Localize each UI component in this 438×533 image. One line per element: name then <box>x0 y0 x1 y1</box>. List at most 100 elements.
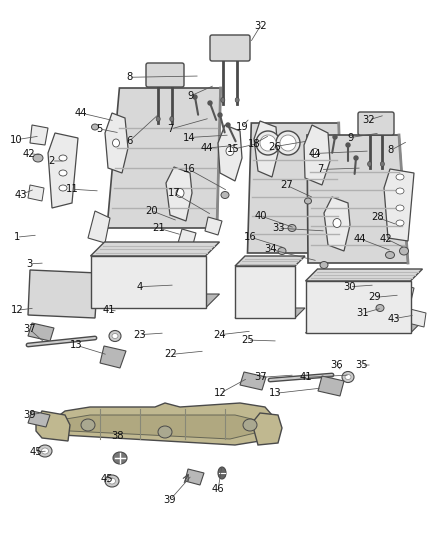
Polygon shape <box>394 284 414 305</box>
Ellipse shape <box>262 142 270 151</box>
Polygon shape <box>48 133 78 208</box>
Ellipse shape <box>311 149 319 157</box>
Ellipse shape <box>380 161 385 166</box>
Text: 5: 5 <box>97 124 103 134</box>
Text: 8: 8 <box>126 72 132 82</box>
Text: 41: 41 <box>300 373 312 382</box>
Ellipse shape <box>288 224 296 231</box>
Polygon shape <box>247 123 343 253</box>
Ellipse shape <box>260 135 276 151</box>
Text: 2: 2 <box>49 156 55 166</box>
Polygon shape <box>91 294 219 308</box>
Text: 44: 44 <box>308 149 321 158</box>
Ellipse shape <box>112 334 118 338</box>
Text: 23: 23 <box>133 330 145 340</box>
Ellipse shape <box>304 198 311 204</box>
Text: 12: 12 <box>213 389 226 398</box>
Polygon shape <box>105 113 128 173</box>
Text: 31: 31 <box>357 309 369 318</box>
Text: 44: 44 <box>75 108 87 118</box>
Ellipse shape <box>346 143 350 147</box>
Polygon shape <box>28 185 44 201</box>
Text: 12: 12 <box>11 305 24 315</box>
Ellipse shape <box>256 131 280 155</box>
Ellipse shape <box>226 123 230 127</box>
Ellipse shape <box>193 95 197 99</box>
Polygon shape <box>254 121 278 177</box>
Ellipse shape <box>208 101 212 105</box>
Text: 9: 9 <box>347 133 353 142</box>
Polygon shape <box>318 376 344 396</box>
Polygon shape <box>100 346 126 368</box>
Ellipse shape <box>38 445 52 457</box>
Polygon shape <box>408 309 426 327</box>
Ellipse shape <box>109 478 116 484</box>
FancyBboxPatch shape <box>146 63 184 87</box>
Ellipse shape <box>399 247 409 255</box>
Ellipse shape <box>396 220 404 226</box>
Text: 35: 35 <box>355 360 367 370</box>
Text: 44: 44 <box>201 143 213 153</box>
Text: 41: 41 <box>102 305 115 315</box>
Ellipse shape <box>218 113 222 117</box>
Text: 4: 4 <box>136 282 142 292</box>
Text: 13: 13 <box>269 389 281 398</box>
Text: 20: 20 <box>145 206 157 215</box>
Text: 1: 1 <box>14 232 20 242</box>
Ellipse shape <box>320 262 328 269</box>
Text: 17: 17 <box>168 188 181 198</box>
Polygon shape <box>88 211 110 243</box>
Ellipse shape <box>376 304 384 311</box>
Ellipse shape <box>385 252 395 259</box>
Ellipse shape <box>42 448 49 454</box>
Ellipse shape <box>345 375 351 379</box>
Ellipse shape <box>113 452 127 464</box>
Text: 24: 24 <box>214 330 226 340</box>
Text: 10: 10 <box>11 135 23 144</box>
Text: 15: 15 <box>226 144 240 154</box>
Text: 30: 30 <box>343 282 356 292</box>
Ellipse shape <box>113 139 120 147</box>
Polygon shape <box>252 413 282 445</box>
Polygon shape <box>30 125 48 145</box>
Polygon shape <box>304 125 330 185</box>
Text: 8: 8 <box>388 146 394 155</box>
Text: 14: 14 <box>183 133 195 142</box>
FancyBboxPatch shape <box>358 112 394 135</box>
Polygon shape <box>235 256 305 266</box>
Ellipse shape <box>342 372 354 383</box>
Text: 36: 36 <box>330 360 343 370</box>
Ellipse shape <box>218 467 226 479</box>
Polygon shape <box>370 274 390 295</box>
Ellipse shape <box>170 117 174 122</box>
Polygon shape <box>218 125 242 181</box>
Ellipse shape <box>81 419 95 431</box>
Text: 3: 3 <box>27 259 33 269</box>
Polygon shape <box>52 403 272 445</box>
Text: 33: 33 <box>272 223 284 233</box>
Text: 43: 43 <box>387 314 399 324</box>
Polygon shape <box>166 167 192 221</box>
Polygon shape <box>91 242 219 256</box>
Text: 45: 45 <box>30 447 42 457</box>
Text: 27: 27 <box>280 181 293 190</box>
Ellipse shape <box>333 135 337 139</box>
Polygon shape <box>305 321 423 333</box>
Text: 40: 40 <box>254 211 267 221</box>
Text: 44: 44 <box>354 234 366 244</box>
Polygon shape <box>205 217 222 235</box>
Polygon shape <box>307 135 408 263</box>
Text: 38: 38 <box>111 431 124 441</box>
Ellipse shape <box>59 155 67 161</box>
Polygon shape <box>36 411 70 441</box>
Ellipse shape <box>396 174 404 180</box>
Ellipse shape <box>276 131 300 155</box>
Polygon shape <box>65 415 260 439</box>
Text: 42: 42 <box>22 149 35 158</box>
Polygon shape <box>235 266 295 318</box>
Text: 7: 7 <box>168 124 174 134</box>
Polygon shape <box>107 88 221 228</box>
Ellipse shape <box>176 189 184 198</box>
Polygon shape <box>185 469 204 485</box>
Ellipse shape <box>367 161 371 166</box>
